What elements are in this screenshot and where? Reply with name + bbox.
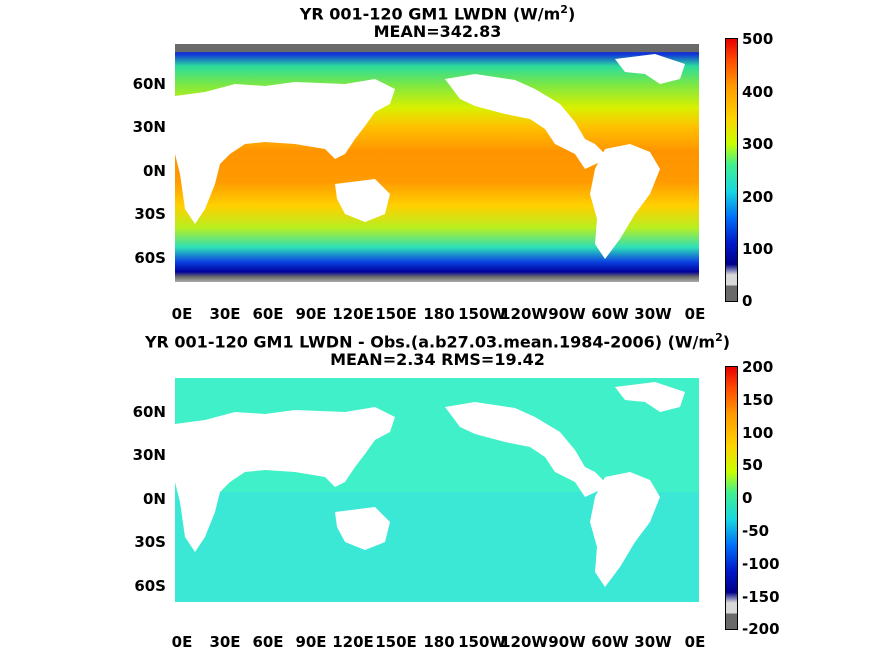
bottom-lon-0: 0E [171, 633, 193, 651]
top-lon-11: 30W [634, 305, 672, 323]
top-lon-8: 120W [500, 305, 548, 323]
bottom-lon-5: 150E [375, 633, 417, 651]
top-lat-30s: 30S [134, 205, 166, 223]
top-colorbar [725, 38, 738, 302]
bottom-lon-1: 30E [209, 633, 241, 651]
bottom-lon-9: 90W [548, 633, 586, 651]
top-antarctic [175, 282, 699, 289]
bottom-antarctic [175, 602, 699, 617]
bottom-lon-12: 0E [684, 633, 706, 651]
bottom-cb-tick-5: -50 [742, 522, 770, 540]
top-lat-60n: 60N [132, 75, 166, 93]
top-lon-9: 90W [548, 305, 586, 323]
top-lat-60s: 60S [134, 249, 166, 267]
top-cb-tick-0: 500 [742, 30, 774, 48]
top-title-line2: MEAN=342.83 [373, 22, 502, 41]
bottom-cb-tick-4: 0 [742, 489, 753, 507]
top-lon-10: 60W [591, 305, 629, 323]
top-cb-tick-4: 100 [742, 240, 774, 258]
bottom-title-line2: MEAN=2.34 RMS=19.42 [330, 350, 545, 369]
bottom-lon-10: 60W [591, 633, 629, 651]
bottom-arctic [175, 372, 699, 378]
bottom-title-line1: YR 001-120 GM1 LWDN - Obs.(a.b27.03.mean… [0, 328, 875, 351]
top-lon-5: 150E [375, 305, 417, 323]
bottom-lat-0n: 0N [143, 490, 166, 508]
top-cb-tick-1: 400 [742, 83, 774, 101]
bottom-map [175, 372, 699, 617]
bottom-cb-tick-3: 50 [742, 456, 763, 474]
top-arctic-gray [175, 44, 699, 52]
bottom-cb-tick-6: -100 [742, 555, 780, 573]
bottom-lon-8: 120W [500, 633, 548, 651]
top-title-line1: YR 001-120 GM1 LWDN (W/m2) [0, 0, 875, 23]
bottom-lat-30s: 30S [134, 533, 166, 551]
bottom-cb-tick-1: 150 [742, 391, 774, 409]
top-lon-7: 150W [458, 305, 506, 323]
bottom-lat-60s: 60S [134, 577, 166, 595]
top-lon-4: 120E [332, 305, 374, 323]
bottom-lon-2: 60E [252, 633, 284, 651]
bottom-lat-30n: 30N [132, 446, 166, 464]
top-lon-0: 0E [171, 305, 193, 323]
bottom-lon-labels: 0E 30E 60E 90E 120E 150E 180 150W 120W 9… [0, 633, 875, 653]
top-title-text: YR 001-120 GM1 LWDN (W/m [299, 4, 561, 24]
top-map-svg [175, 44, 699, 289]
top-lon-12: 0E [684, 305, 706, 323]
top-lon-labels: 0E 30E 60E 90E 120E 150E 180 150W 120W 9… [0, 305, 875, 325]
bottom-lon-6: 180 [423, 633, 455, 651]
top-cb-tick-2: 300 [742, 135, 774, 153]
bottom-lon-11: 30W [634, 633, 672, 651]
top-lat-0n: 0N [143, 162, 166, 180]
bottom-title-sup: 2 [715, 331, 723, 344]
bottom-lon-3: 90E [295, 633, 327, 651]
bottom-map-svg [175, 372, 699, 617]
bottom-colorbar [725, 366, 738, 630]
bottom-title-close: ) [722, 332, 731, 352]
top-lat-30n: 30N [132, 118, 166, 136]
bottom-lon-7: 150W [458, 633, 506, 651]
top-lon-6: 180 [423, 305, 455, 323]
top-title-close: ) [567, 4, 576, 24]
top-title-sup: 2 [560, 3, 568, 16]
bottom-cb-tick-8: -200 [742, 620, 780, 638]
bottom-cb-tick-2: 100 [742, 424, 774, 442]
top-cb-tick-5: 0 [742, 292, 753, 310]
bottom-title-text: YR 001-120 GM1 LWDN - Obs.(a.b27.03.mean… [144, 332, 716, 352]
bottom-lat-60n: 60N [132, 403, 166, 421]
bottom-cb-tick-7: -150 [742, 588, 780, 606]
top-lon-2: 60E [252, 305, 284, 323]
top-cb-tick-3: 200 [742, 188, 774, 206]
top-lon-1: 30E [209, 305, 241, 323]
top-map [175, 44, 699, 289]
bottom-lon-4: 120E [332, 633, 374, 651]
top-lon-3: 90E [295, 305, 327, 323]
bottom-cb-tick-0: 200 [742, 358, 774, 376]
